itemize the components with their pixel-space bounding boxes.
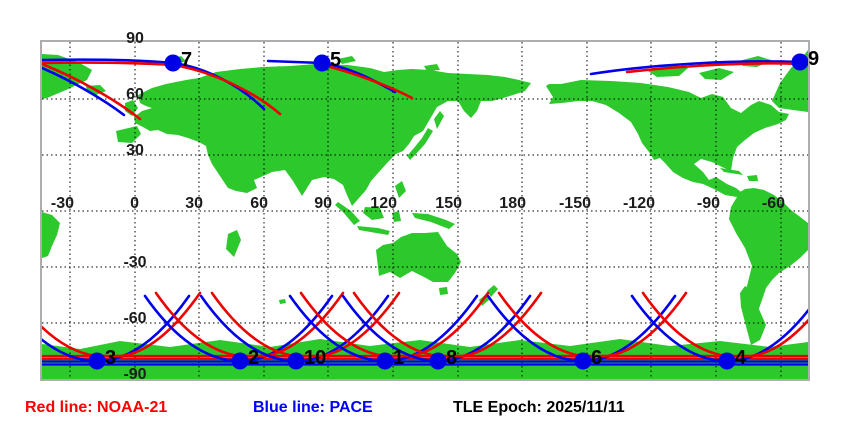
pass-number-4: 4 bbox=[735, 347, 747, 369]
lon-label-90: 90 bbox=[314, 195, 332, 212]
red-track-segment bbox=[641, 291, 808, 358]
landmass bbox=[116, 126, 141, 143]
pass-dot-4 bbox=[718, 352, 736, 370]
landmass bbox=[226, 230, 241, 257]
landmass bbox=[392, 211, 401, 222]
pass-number-7: 7 bbox=[181, 49, 193, 71]
pass-dot-8 bbox=[429, 352, 447, 370]
lat-label-90: 90 bbox=[126, 30, 144, 47]
landmass bbox=[424, 64, 440, 71]
landmass bbox=[279, 299, 286, 304]
lon-label-30: 30 bbox=[185, 195, 203, 212]
pass-number-3: 3 bbox=[105, 347, 117, 369]
landmass bbox=[395, 181, 406, 198]
legend-blue-line: Blue line: PACE bbox=[253, 399, 373, 416]
pass-dot-9 bbox=[791, 53, 808, 71]
pass-dot-5 bbox=[313, 54, 331, 72]
map-content bbox=[42, 42, 808, 379]
landmass bbox=[740, 286, 766, 345]
pass-number-8: 8 bbox=[446, 347, 458, 369]
landmass bbox=[407, 128, 433, 160]
red-track-segment bbox=[299, 291, 490, 358]
pass-number-10: 10 bbox=[304, 347, 327, 369]
lon-label--120: -120 bbox=[622, 195, 655, 212]
pass-number-2: 2 bbox=[248, 347, 260, 369]
pass-dot-10 bbox=[287, 352, 305, 370]
red-track-segment bbox=[42, 291, 202, 358]
red-track-segment bbox=[320, 63, 414, 100]
legend-tle-epoch: TLE Epoch: 2025/11/11 bbox=[453, 399, 625, 416]
landmass bbox=[434, 111, 444, 129]
landmass bbox=[720, 168, 743, 175]
landmass bbox=[439, 287, 448, 295]
lon-label-120: 120 bbox=[370, 195, 397, 212]
landmass bbox=[125, 100, 138, 116]
pass-number-5: 5 bbox=[330, 49, 342, 71]
landmass bbox=[376, 232, 461, 282]
red-track-segment bbox=[352, 291, 543, 358]
pass-dot-6 bbox=[574, 352, 592, 370]
blue-track-segment bbox=[42, 66, 126, 117]
pass-dot-7 bbox=[164, 54, 182, 72]
lon-label-60: 60 bbox=[250, 195, 268, 212]
lon-label--150: -150 bbox=[558, 195, 591, 212]
lat-label-30: 30 bbox=[126, 142, 144, 159]
lon-label--60: -60 bbox=[761, 195, 785, 212]
pass-dot-3 bbox=[88, 352, 106, 370]
blue-track-segment bbox=[589, 60, 802, 76]
pass-number-1: 1 bbox=[393, 347, 405, 369]
pass-number-9: 9 bbox=[808, 48, 820, 70]
lon-label--90: -90 bbox=[696, 195, 720, 212]
lat-label-60: 60 bbox=[126, 86, 144, 103]
landmass bbox=[729, 188, 808, 314]
landmass bbox=[412, 213, 455, 229]
landmass bbox=[487, 285, 498, 297]
lat-label--30: -30 bbox=[123, 254, 147, 271]
pass-dot-2 bbox=[231, 352, 249, 370]
red-track-segment bbox=[154, 291, 345, 358]
lon-label-150: 150 bbox=[435, 195, 462, 212]
lon-label-180: 180 bbox=[499, 195, 526, 212]
lat-label--90: -90 bbox=[123, 366, 147, 383]
landmass bbox=[42, 212, 60, 258]
lon-label-0: 0 bbox=[130, 195, 139, 212]
landmass bbox=[546, 80, 789, 197]
landmass bbox=[357, 226, 390, 235]
pass-dot-1 bbox=[376, 352, 394, 370]
red-track-segment bbox=[42, 62, 142, 121]
lon-label--30: -30 bbox=[50, 195, 74, 212]
lat-label--60: -60 bbox=[123, 310, 147, 327]
landmass bbox=[42, 54, 92, 99]
landmass bbox=[338, 56, 356, 64]
landmass bbox=[747, 175, 758, 181]
world-map-canvas bbox=[42, 42, 808, 379]
landmass bbox=[268, 66, 285, 79]
landmass bbox=[335, 202, 360, 225]
landmass bbox=[134, 64, 531, 206]
landmass bbox=[363, 207, 384, 220]
red-track-segment bbox=[210, 291, 401, 358]
pass-number-6: 6 bbox=[591, 347, 603, 369]
legend-red-line: Red line: NOAA-21 bbox=[25, 399, 168, 416]
red-track-segment bbox=[625, 62, 802, 74]
red-track-segment bbox=[497, 291, 688, 358]
